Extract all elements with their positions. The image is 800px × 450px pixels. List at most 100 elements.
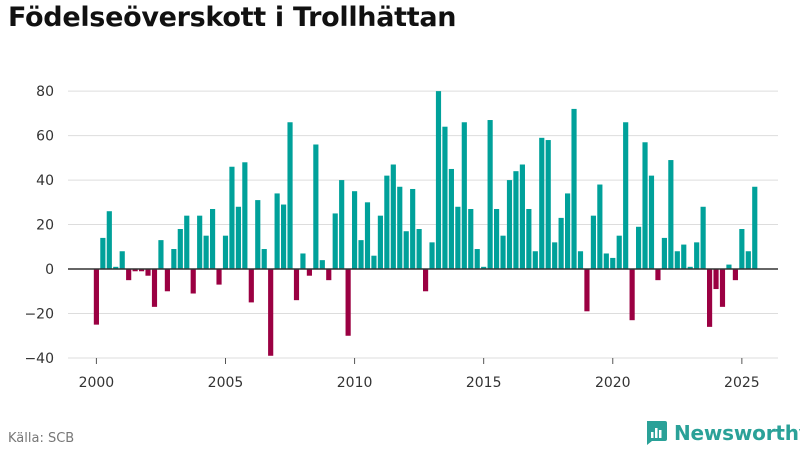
x-tick-label: 2025 — [724, 375, 760, 391]
x-tick-label: 2015 — [466, 375, 502, 391]
bar — [145, 269, 151, 276]
bar — [164, 269, 170, 292]
brand-name: Newsworthy — [674, 421, 800, 445]
bar — [636, 226, 642, 270]
bar — [713, 269, 719, 290]
bar — [545, 140, 551, 270]
bar — [700, 206, 706, 270]
bar — [481, 266, 487, 270]
x-tick-label: 2010 — [337, 375, 373, 391]
y-tick-label: −40 — [24, 351, 54, 367]
bar — [306, 269, 312, 276]
bar — [119, 251, 125, 270]
bar — [732, 269, 738, 281]
x-tick-label: 2000 — [79, 375, 115, 391]
source-note: Källa: SCB — [8, 431, 75, 446]
bar — [532, 251, 538, 270]
bar — [203, 235, 209, 270]
bar — [629, 269, 635, 321]
bar — [494, 208, 500, 270]
y-tick-label: 0 — [45, 262, 54, 278]
bar — [442, 126, 448, 270]
bar — [242, 162, 248, 270]
y-tick-label: −20 — [24, 307, 54, 323]
y-tick-label: 80 — [36, 84, 54, 100]
bar — [313, 144, 319, 270]
bar — [623, 122, 629, 270]
bar — [739, 229, 745, 270]
bar — [390, 164, 396, 270]
bar — [687, 266, 693, 270]
bar — [681, 244, 687, 270]
bar — [332, 213, 338, 270]
bar — [752, 186, 758, 270]
bar — [455, 206, 461, 270]
bar — [139, 269, 145, 272]
bar — [235, 206, 241, 270]
bar — [300, 253, 306, 270]
bar — [326, 269, 332, 281]
bar — [345, 269, 351, 336]
bar — [210, 208, 216, 270]
bar — [132, 269, 138, 272]
bar — [616, 235, 622, 270]
bar — [403, 231, 409, 270]
bar — [500, 235, 506, 270]
bar — [487, 120, 493, 270]
bar — [339, 180, 345, 270]
bar — [177, 229, 183, 270]
bar — [216, 269, 222, 285]
bar — [287, 122, 293, 270]
bar — [352, 191, 358, 270]
bar — [429, 242, 435, 270]
bar — [577, 251, 584, 270]
bar — [371, 255, 377, 270]
bar — [274, 193, 280, 270]
bar — [571, 108, 577, 270]
bar — [603, 253, 609, 270]
bar — [222, 235, 229, 270]
bar — [151, 269, 158, 307]
bar — [506, 180, 513, 270]
y-tick-label: 60 — [36, 129, 54, 145]
y-axis-ticks: −40 −20 0 20 40 60 80 — [24, 84, 54, 367]
bar — [358, 240, 364, 270]
bar — [558, 217, 564, 270]
bar — [126, 269, 132, 281]
bar — [319, 260, 325, 270]
bar — [281, 204, 287, 270]
bar — [474, 249, 480, 270]
x-tick-label: 2020 — [595, 375, 631, 391]
bars — [93, 91, 758, 356]
bar — [410, 188, 416, 270]
bar — [668, 160, 674, 270]
bar — [513, 171, 519, 270]
bar — [384, 175, 390, 270]
bar — [661, 237, 667, 270]
bar — [597, 184, 603, 270]
bar — [423, 269, 429, 292]
bar — [610, 257, 616, 270]
bar — [397, 186, 403, 270]
bar — [448, 168, 454, 270]
bar — [416, 229, 422, 270]
bar — [526, 208, 532, 270]
bar — [565, 193, 571, 270]
bar — [584, 269, 590, 312]
bar — [745, 251, 751, 270]
y-tick-label: 40 — [36, 173, 54, 189]
bar — [293, 269, 300, 301]
bar — [93, 269, 99, 325]
bar — [719, 269, 726, 307]
bar — [261, 249, 267, 270]
bar — [113, 266, 119, 270]
bar — [229, 166, 235, 270]
bar — [552, 242, 558, 270]
bar — [435, 91, 442, 270]
x-axis-ticks: 2000 2005 2010 2015 2020 2025 — [79, 358, 760, 391]
newsworthy-icon — [647, 421, 667, 445]
bar — [248, 269, 254, 303]
bar — [158, 240, 164, 270]
bar — [707, 269, 713, 327]
bar — [171, 249, 177, 270]
